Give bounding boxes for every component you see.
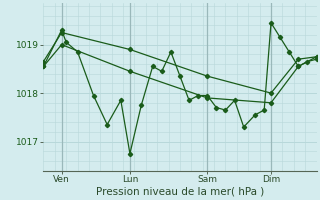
- X-axis label: Pression niveau de la mer( hPa ): Pression niveau de la mer( hPa ): [96, 187, 264, 197]
